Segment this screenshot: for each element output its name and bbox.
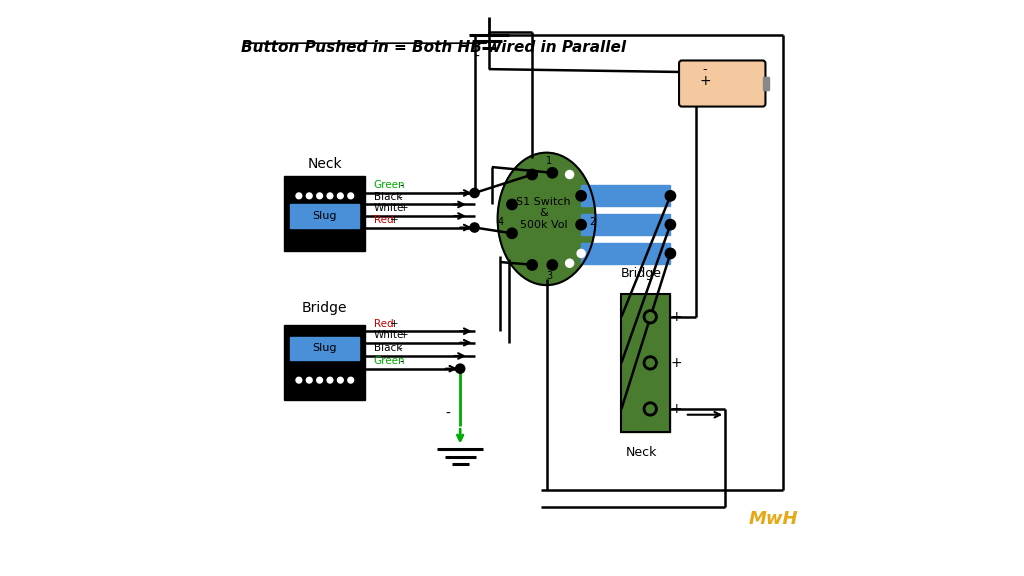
Circle shape bbox=[306, 377, 312, 383]
Bar bbox=[582, 185, 671, 206]
Circle shape bbox=[304, 375, 314, 385]
Text: Slug: Slug bbox=[312, 211, 337, 221]
Text: +: + bbox=[390, 215, 398, 225]
Bar bbox=[290, 337, 359, 360]
Circle shape bbox=[316, 377, 323, 383]
Text: +: + bbox=[400, 203, 409, 213]
Circle shape bbox=[643, 310, 657, 324]
Circle shape bbox=[325, 375, 335, 385]
Circle shape bbox=[314, 375, 325, 385]
Bar bbox=[622, 294, 671, 432]
Circle shape bbox=[456, 364, 465, 373]
Text: -: - bbox=[445, 407, 451, 420]
Circle shape bbox=[646, 313, 654, 321]
Circle shape bbox=[575, 191, 587, 201]
Text: MwH: MwH bbox=[749, 510, 798, 528]
Text: Red: Red bbox=[374, 319, 393, 328]
Text: Neck: Neck bbox=[626, 446, 657, 458]
Circle shape bbox=[507, 228, 517, 238]
Bar bbox=[582, 243, 671, 264]
Circle shape bbox=[547, 260, 557, 270]
Text: +: + bbox=[671, 356, 682, 370]
Circle shape bbox=[643, 402, 657, 416]
Circle shape bbox=[316, 193, 323, 199]
Bar bbox=[285, 325, 366, 400]
Text: Slug: Slug bbox=[312, 343, 337, 354]
Circle shape bbox=[294, 375, 304, 385]
Circle shape bbox=[470, 188, 479, 198]
Text: Neck: Neck bbox=[307, 157, 342, 171]
Circle shape bbox=[527, 169, 538, 180]
Circle shape bbox=[527, 260, 538, 270]
Circle shape bbox=[296, 193, 302, 199]
Bar bbox=[622, 294, 671, 432]
Bar bbox=[285, 176, 366, 251]
Circle shape bbox=[325, 191, 335, 201]
Circle shape bbox=[348, 193, 353, 199]
Text: +: + bbox=[400, 330, 409, 340]
Text: Red: Red bbox=[374, 215, 393, 225]
Circle shape bbox=[666, 191, 676, 201]
Text: -: - bbox=[399, 180, 403, 190]
Text: +: + bbox=[671, 402, 682, 416]
Text: -: - bbox=[399, 356, 403, 366]
Text: 3: 3 bbox=[547, 271, 553, 282]
Bar bbox=[763, 77, 769, 90]
Text: +: + bbox=[671, 310, 682, 324]
Circle shape bbox=[575, 219, 587, 230]
Text: +: + bbox=[390, 319, 398, 328]
Bar bbox=[290, 204, 359, 228]
Circle shape bbox=[643, 356, 657, 370]
Text: 1: 1 bbox=[547, 156, 553, 166]
Circle shape bbox=[345, 375, 356, 385]
Text: Black: Black bbox=[374, 343, 402, 353]
Circle shape bbox=[327, 193, 333, 199]
Circle shape bbox=[338, 377, 343, 383]
Text: -: - bbox=[398, 192, 402, 202]
Circle shape bbox=[470, 223, 479, 232]
Text: -: - bbox=[474, 50, 479, 63]
Circle shape bbox=[348, 377, 353, 383]
Circle shape bbox=[565, 259, 573, 267]
Text: 4: 4 bbox=[498, 217, 504, 227]
Ellipse shape bbox=[498, 153, 596, 285]
Bar bbox=[582, 214, 671, 235]
Circle shape bbox=[666, 248, 676, 259]
Text: Bridge: Bridge bbox=[302, 301, 347, 315]
Circle shape bbox=[578, 249, 585, 257]
Circle shape bbox=[507, 199, 517, 210]
Circle shape bbox=[296, 377, 302, 383]
Text: Bridge: Bridge bbox=[622, 267, 663, 280]
Text: Green: Green bbox=[374, 180, 406, 190]
Text: -: - bbox=[398, 343, 402, 353]
Circle shape bbox=[338, 193, 343, 199]
FancyBboxPatch shape bbox=[679, 60, 765, 107]
Circle shape bbox=[646, 405, 654, 413]
Text: Green: Green bbox=[374, 356, 406, 366]
Text: +: + bbox=[699, 74, 711, 88]
Text: Black: Black bbox=[374, 192, 402, 202]
Circle shape bbox=[304, 191, 314, 201]
Text: Button Pushed in = Both HB wired in Parallel: Button Pushed in = Both HB wired in Para… bbox=[242, 40, 627, 55]
Circle shape bbox=[345, 191, 356, 201]
Text: -: - bbox=[702, 63, 708, 75]
Circle shape bbox=[306, 193, 312, 199]
Circle shape bbox=[335, 375, 345, 385]
Circle shape bbox=[314, 191, 325, 201]
Circle shape bbox=[335, 191, 345, 201]
Text: S1 Switch
&
500k Vol: S1 Switch & 500k Vol bbox=[516, 196, 571, 230]
Circle shape bbox=[327, 377, 333, 383]
Text: 2: 2 bbox=[590, 217, 596, 227]
Circle shape bbox=[646, 359, 654, 367]
Text: White: White bbox=[374, 203, 404, 213]
Circle shape bbox=[666, 219, 676, 230]
Circle shape bbox=[294, 191, 304, 201]
Circle shape bbox=[565, 170, 573, 179]
Circle shape bbox=[547, 168, 557, 178]
Text: White: White bbox=[374, 330, 404, 340]
